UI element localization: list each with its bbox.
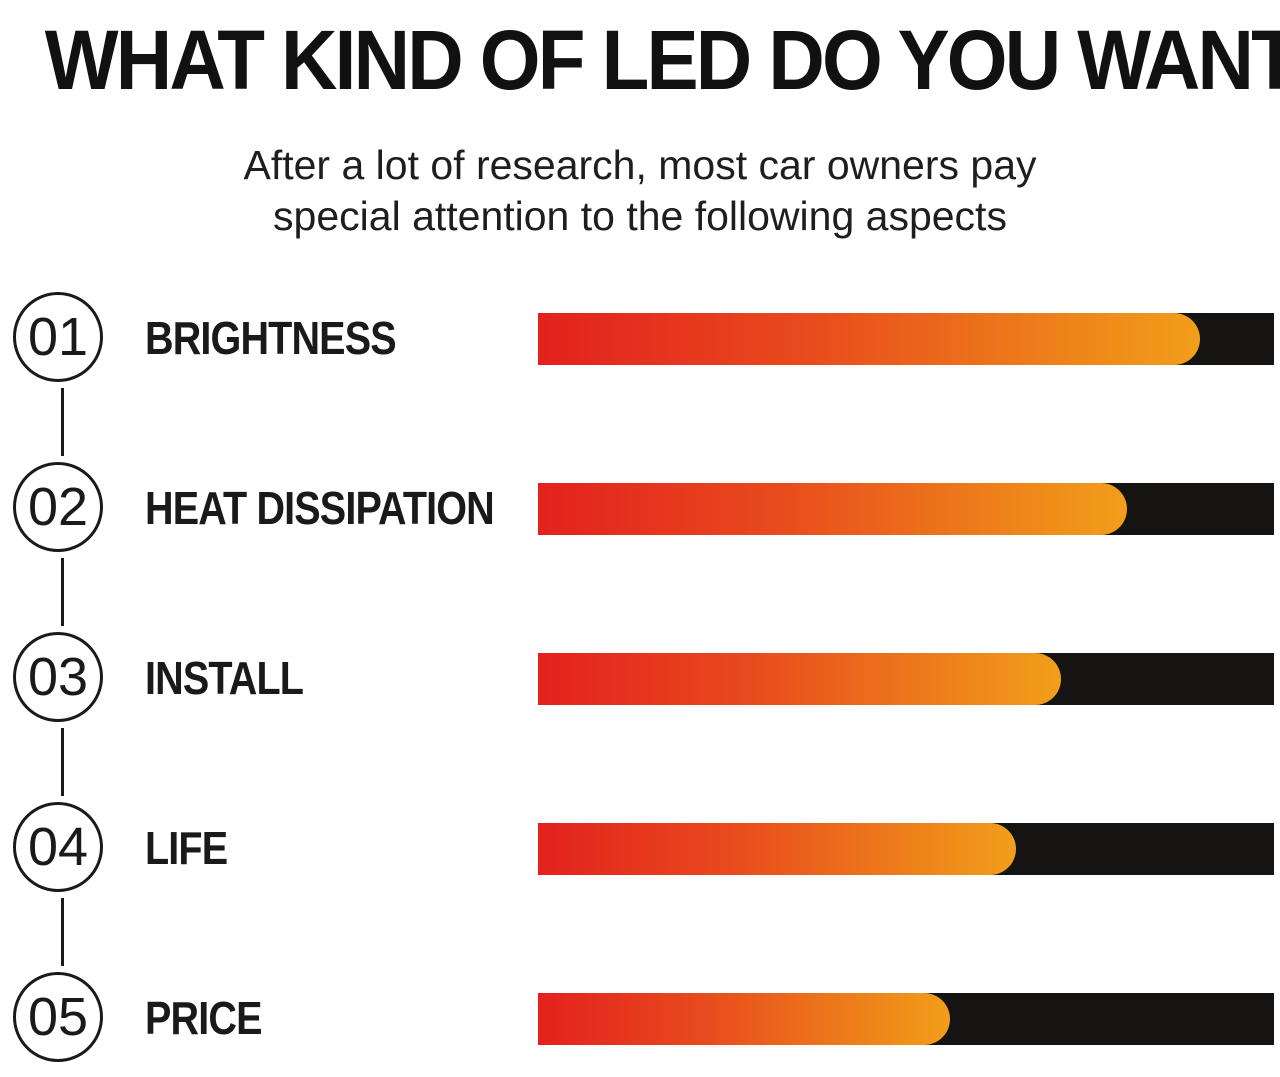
subtitle-line-1: After a lot of research, most car owners…	[243, 142, 1037, 188]
chart-row: 01 BRIGHTNESS	[0, 292, 1280, 392]
bar-track	[538, 313, 1274, 365]
bar-fill	[538, 823, 1016, 875]
bar-track	[538, 823, 1274, 875]
category-label: INSTALL	[145, 652, 304, 704]
bar-fill	[538, 483, 1127, 535]
category-label: LIFE	[145, 822, 228, 874]
chart-row: 05 PRICE	[0, 972, 1280, 1072]
category-label: BRIGHTNESS	[145, 312, 397, 364]
rank-number-badge: 01	[13, 292, 103, 382]
bar-fill	[538, 313, 1200, 365]
category-label: PRICE	[145, 992, 262, 1044]
timeline-connector	[61, 898, 64, 966]
page-title: WHAT KIND OF LED DO YOU WANT?	[44, 13, 1280, 107]
bar-track	[538, 993, 1274, 1045]
bar-fill	[538, 653, 1061, 705]
timeline-connector	[61, 728, 64, 796]
bar-fill	[538, 993, 950, 1045]
category-label: HEAT DISSIPATION	[145, 482, 495, 534]
timeline-connector	[61, 558, 64, 626]
rank-number-badge: 03	[13, 632, 103, 722]
subtitle-line-2: special attention to the following aspec…	[273, 193, 1007, 239]
timeline-connector	[61, 388, 64, 456]
rank-number-badge: 02	[13, 462, 103, 552]
page-subtitle: After a lot of research, most car owners…	[140, 140, 1140, 242]
rank-number-badge: 05	[13, 972, 103, 1062]
chart-row: 02 HEAT DISSIPATION	[0, 462, 1280, 562]
rank-number-badge: 04	[13, 802, 103, 892]
chart-row: 04 LIFE	[0, 802, 1280, 902]
bar-track	[538, 653, 1274, 705]
chart-row: 03 INSTALL	[0, 632, 1280, 732]
bar-track	[538, 483, 1274, 535]
